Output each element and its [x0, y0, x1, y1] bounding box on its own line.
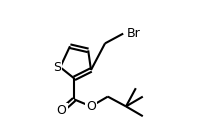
Text: S: S [53, 61, 61, 74]
Text: Br: Br [127, 27, 140, 40]
Text: O: O [57, 104, 67, 117]
Text: O: O [86, 100, 96, 113]
